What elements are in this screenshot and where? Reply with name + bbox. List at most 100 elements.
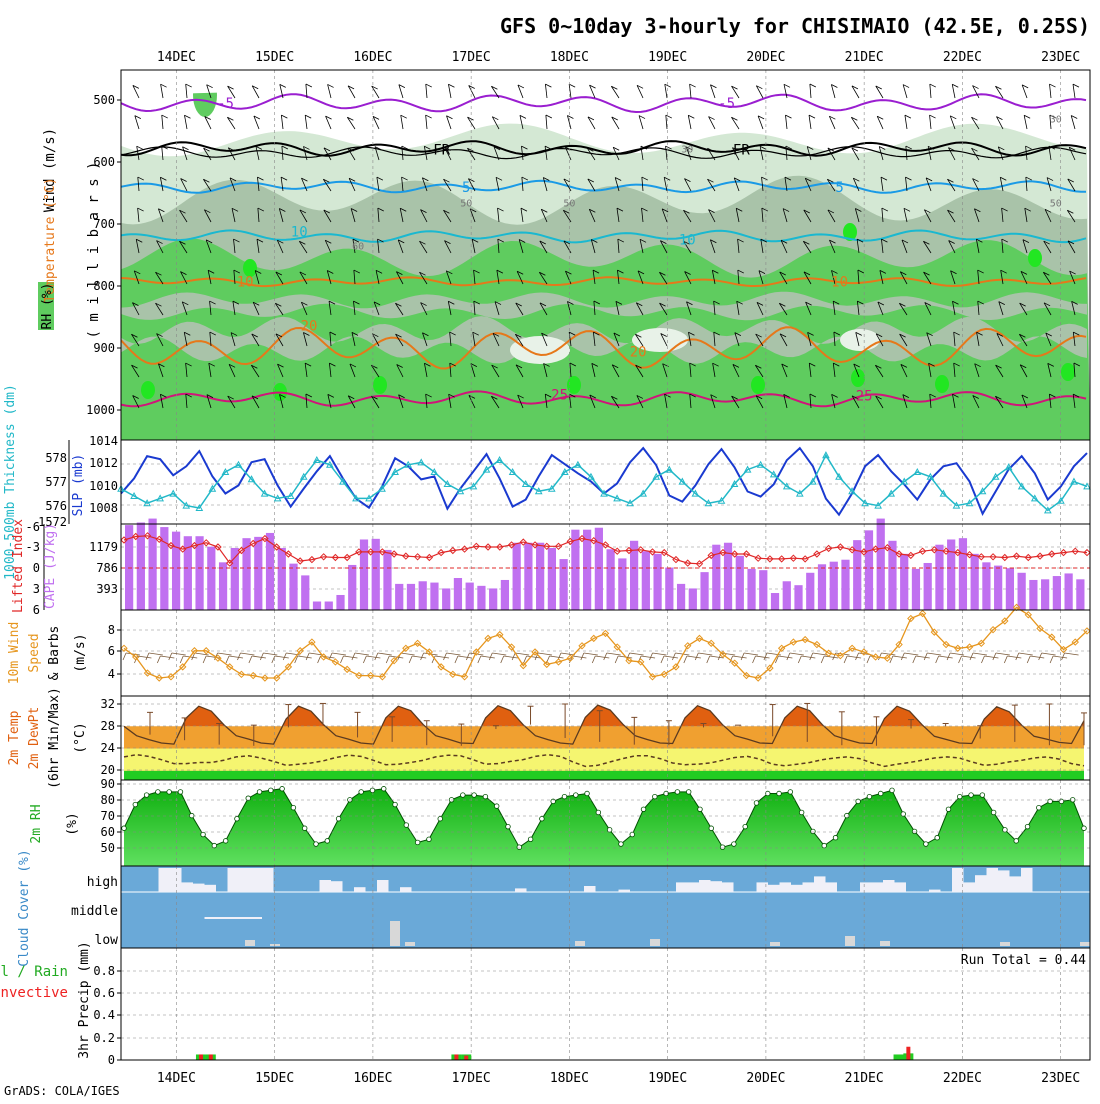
wind-barb-flag [617,269,624,274]
li-marker [1024,553,1032,562]
wind-barb-flag [875,364,882,369]
wind-barb [617,239,620,254]
cape-bar [571,529,580,610]
rh-marker [697,806,703,812]
rh-marker [561,793,568,800]
wind-speed-marker [907,614,915,623]
li-marker [284,550,293,558]
rh-marker [539,816,545,822]
wind-barb [812,652,827,656]
wind-barb [659,272,668,285]
wind-barb-flag [923,652,928,661]
wind-barb-flag [831,394,838,398]
wind-barb-flag [950,270,957,275]
wind-barb [877,301,884,316]
li-marker [1012,552,1021,560]
wind-barb-flag [635,364,642,369]
wind-barb-flag [1067,209,1074,214]
wind-barb-flag [515,302,522,307]
wind-barb [1073,363,1076,378]
wind-barb [257,177,260,192]
wind-barb [663,655,679,659]
wind-barb [400,652,415,656]
wind-barb [396,271,404,285]
wind-barb-flag [737,238,744,243]
thickness-marker [1004,463,1013,471]
wind-speed-marker [601,629,610,638]
wind-barb-flag [1045,332,1052,337]
tick-label: 24 [101,741,115,755]
cape-bar [148,518,157,610]
wind-speed-marker [942,640,950,649]
wind-barb [593,301,596,316]
cape-bar [641,551,650,610]
li-marker [484,543,492,551]
cloud-low-bar [770,942,780,946]
wind-barb [929,115,932,130]
rh-area [124,788,1084,866]
wind-barb-flag [803,240,810,245]
date-label-bottom: 21DEC [845,1071,884,1086]
thickness-marker [339,477,347,485]
thickness-marker [273,494,282,502]
wind-barb-flag [636,395,644,399]
wind-speed-marker [449,670,457,679]
cloud-high-bar [319,880,331,892]
wind-barb-flag [1023,114,1031,119]
wind-barb [636,85,644,99]
wind-barb [227,85,236,99]
wind-barb-flag [1025,176,1033,181]
wind-barb-flag [158,208,165,213]
wind-barb-flag [145,652,150,661]
wind-barb [637,270,644,285]
wind-barb [853,363,860,378]
wind-barb [206,84,212,99]
date-label-bottom: 18DEC [550,1071,589,1086]
thickness-marker [247,475,256,483]
wind-barb [420,209,428,223]
wind-barb-flag [736,300,743,305]
wind-barb [783,394,788,409]
wind-barb-flag [1022,239,1030,243]
wind-speed-marker [425,648,434,656]
wind-barb-flag [995,395,1002,400]
rh-marker [132,801,138,808]
wind-speed-marker [754,674,762,682]
wind-speed-marker [472,648,481,656]
cape-bar [195,536,204,610]
wind-barb [537,652,553,656]
wind-barb-flag [1044,208,1052,213]
tick-label: 6 [108,644,115,658]
rh-marker [166,789,172,795]
wind-barb-flag [950,115,957,120]
wind-barb-flag [545,393,552,398]
wind-speed-marker [120,644,128,652]
wind-barb-flag [707,147,714,152]
wind-barb [639,239,644,254]
li-marker [613,547,621,555]
wind-barb-flag [782,208,790,212]
rh-marker [482,793,489,800]
wind-barb [971,147,980,161]
cape-bar [900,553,909,610]
wind-barb-flag [851,85,859,90]
wind-barb-flag [568,331,576,336]
cape-bar [536,542,545,610]
wind-barb-flag [541,332,548,337]
wind-barb [827,209,836,223]
tick-label: 50 [101,841,115,855]
wind-barb-flag [229,177,237,182]
wind-barb-flag [732,364,740,368]
wind-barb-flag [734,177,741,182]
wind-barb [329,332,332,347]
wind-barb-flag [545,114,553,119]
wind-barb [759,146,764,161]
wind-barb-flag [231,207,239,212]
wind-barb-flag [350,208,358,212]
wind-speed-marker [1059,645,1068,654]
wind-barb-flag [613,332,621,337]
rh-marker [494,803,500,809]
wind-barb [204,209,212,223]
wind-barb [587,148,596,161]
li-marker [977,553,986,561]
